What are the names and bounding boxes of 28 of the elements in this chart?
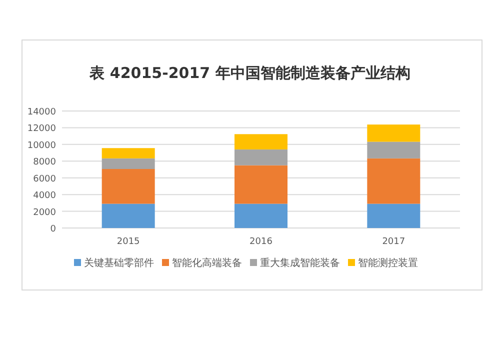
legend-label: 智能化高端装备 [172, 257, 242, 269]
bar [102, 204, 155, 228]
y-tick-label: 8000 [33, 158, 56, 168]
x-tick-label: 2016 [250, 237, 273, 247]
y-tick-label: 6000 [33, 174, 56, 184]
y-tick-label: 2000 [33, 208, 56, 218]
bar [234, 149, 288, 166]
chart-title: 表 42015-2017 年中国智能制造装备产业结构 [88, 64, 410, 82]
bar [234, 134, 288, 150]
bar [367, 204, 420, 228]
bar [367, 124, 420, 142]
y-tick-label: 4000 [33, 191, 56, 202]
y-tick-label: 14000 [27, 108, 56, 118]
y-tick-label: 10000 [27, 140, 56, 151]
legend-label: 重大集成智能装备 [260, 257, 340, 269]
bar [234, 165, 288, 204]
y-tick-label: 0 [50, 224, 56, 234]
x-tick-label: 2015 [116, 237, 140, 247]
x-tick-label: 2017 [382, 237, 406, 247]
bar [102, 158, 155, 169]
y-tick-label: 12000 [27, 124, 56, 134]
bar [367, 158, 420, 204]
bar [102, 148, 155, 158]
legend-label: 关键基础零部件 [84, 257, 154, 269]
legend-label: 智能测控装置 [358, 257, 418, 269]
bar [102, 169, 155, 204]
bar [367, 142, 420, 158]
bar [234, 204, 288, 228]
